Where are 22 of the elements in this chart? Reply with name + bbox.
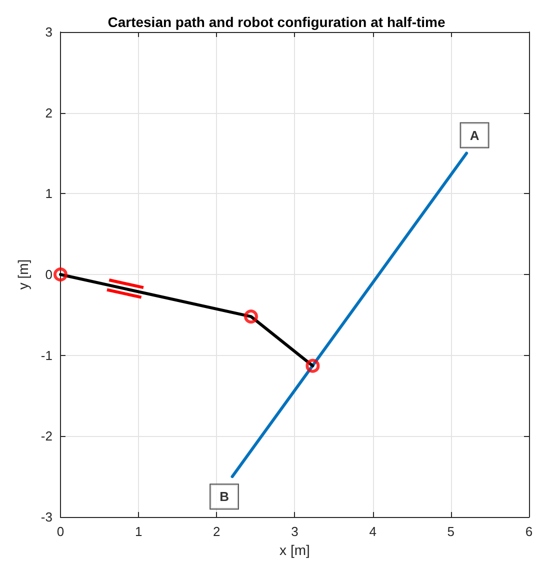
- annotation: B: [220, 489, 229, 504]
- y-tick-label: 1: [45, 186, 52, 202]
- y-tick-label: -3: [40, 510, 52, 524]
- x-tick-label: 5: [447, 524, 455, 539]
- x-tick-label: 4: [369, 524, 376, 539]
- point: [244, 310, 258, 324]
- y-axis-title: y [m]: [15, 259, 31, 290]
- x-axis-title: x [m]: [280, 542, 310, 558]
- chart-title: Cartesian path and robot configuration at half-time: [108, 14, 446, 30]
- point: [306, 358, 320, 373]
- y-tick-label: -1: [40, 348, 52, 363]
- y-tick-label: -2: [40, 428, 52, 444]
- y-tick-label: 2: [45, 105, 52, 120]
- point: [53, 268, 68, 282]
- x-tick-label: 3: [291, 524, 298, 539]
- x-tick-label: 6: [525, 524, 533, 539]
- x-tick-label: 2: [213, 524, 220, 539]
- x-tick-label: 0: [56, 524, 64, 539]
- y-tick-label: 0: [45, 267, 52, 282]
- x-tick-label: 1: [134, 524, 142, 539]
- y-tick-label: 3: [45, 24, 52, 40]
- annotation: A: [470, 128, 480, 143]
